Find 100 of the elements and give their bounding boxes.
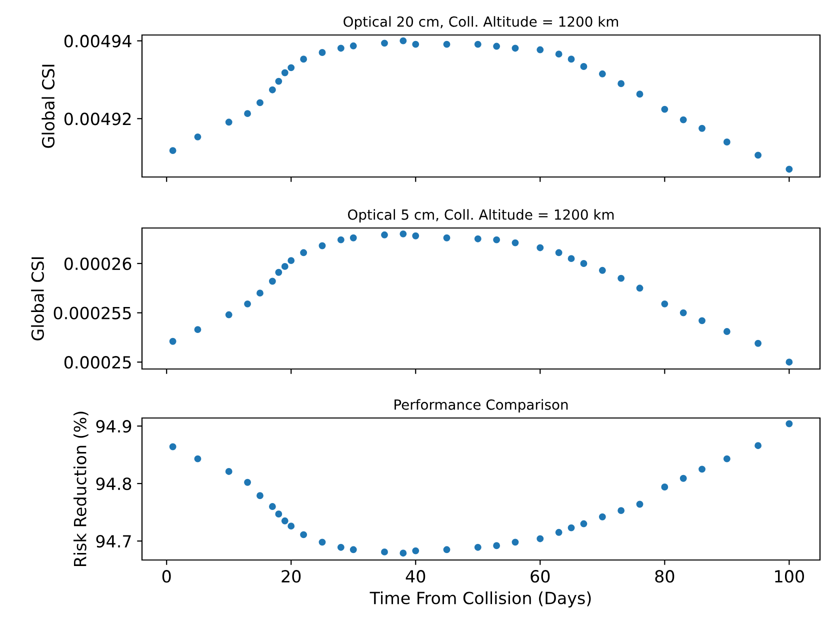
- point: [536, 535, 544, 542]
- point: [225, 468, 232, 475]
- point: [598, 70, 606, 78]
- point: [786, 358, 793, 366]
- x-tick-label: 60: [530, 570, 550, 583]
- point: [244, 478, 251, 486]
- x-axis-title: Time From Collision (Days): [370, 591, 591, 608]
- point: [350, 42, 357, 50]
- point: [636, 90, 644, 98]
- point: [244, 110, 251, 118]
- point: [680, 309, 687, 316]
- point: [300, 56, 308, 63]
- point: [568, 255, 575, 262]
- point: [636, 284, 644, 292]
- point: [268, 278, 276, 285]
- point: [754, 340, 762, 347]
- point: [443, 546, 450, 554]
- point: [412, 547, 420, 554]
- point: [443, 40, 450, 48]
- chart-title: Optical 20 cm, Coll. Altitude = 1200 km: [344, 16, 618, 30]
- point: [281, 517, 288, 524]
- point: [723, 455, 730, 462]
- point: [350, 546, 357, 554]
- point: [350, 234, 357, 242]
- point: [474, 40, 482, 48]
- point: [256, 99, 264, 106]
- point: [512, 44, 519, 52]
- point: [288, 257, 295, 264]
- point: [225, 311, 232, 318]
- point: [400, 550, 407, 557]
- point: [275, 268, 282, 276]
- point: [698, 466, 706, 473]
- point: [754, 152, 762, 159]
- point: [169, 147, 176, 154]
- point: [512, 538, 519, 546]
- point: [268, 86, 276, 94]
- point: [568, 56, 575, 63]
- point: [680, 474, 687, 482]
- point: [256, 290, 264, 297]
- point: [493, 42, 500, 50]
- point: [169, 338, 176, 345]
- point: [580, 260, 588, 267]
- point: [661, 300, 668, 308]
- point: [443, 234, 450, 242]
- point: [536, 244, 544, 252]
- point: [698, 317, 706, 324]
- y-tick-label: 94.9: [96, 420, 132, 433]
- y-tick-label: 0.00025: [64, 356, 131, 369]
- point: [337, 44, 344, 52]
- chart-title: Optical 5 cm, Coll. Altitude = 1200 km: [348, 209, 614, 223]
- chart-title: Performance Comparison: [394, 399, 568, 413]
- point: [512, 239, 519, 246]
- point: [580, 520, 588, 528]
- point: [337, 544, 344, 551]
- x-tick-label: 100: [775, 570, 804, 583]
- point: [318, 49, 326, 56]
- point: [474, 235, 482, 242]
- y-tick-label: 94.8: [96, 478, 132, 490]
- point: [169, 443, 176, 450]
- point: [381, 40, 388, 47]
- y-axis-title: Global CSI: [42, 64, 55, 148]
- point: [268, 503, 276, 510]
- point: [288, 64, 295, 72]
- point: [225, 118, 232, 126]
- point: [300, 249, 308, 256]
- y-tick-label: 0.00494: [64, 34, 132, 48]
- point: [300, 531, 308, 538]
- point: [680, 116, 687, 124]
- point: [194, 455, 202, 462]
- point: [618, 274, 625, 282]
- point: [555, 249, 562, 256]
- point: [288, 522, 295, 530]
- point: [318, 242, 326, 250]
- point: [555, 50, 562, 58]
- point: [598, 513, 606, 520]
- point: [661, 106, 668, 113]
- point: [786, 166, 793, 173]
- point: [194, 133, 202, 140]
- point: [661, 484, 668, 490]
- point: [536, 46, 544, 54]
- point: [555, 528, 562, 536]
- point: [580, 63, 588, 70]
- y-axis-title: Global CSI: [31, 257, 44, 340]
- point: [318, 538, 326, 546]
- point: [400, 230, 407, 238]
- point: [412, 40, 420, 48]
- point: [281, 262, 288, 270]
- point: [275, 78, 282, 85]
- point: [256, 492, 264, 500]
- point: [723, 328, 730, 336]
- point: [754, 442, 762, 450]
- point: [598, 266, 606, 274]
- point: [381, 231, 388, 238]
- point: [493, 542, 500, 550]
- point: [194, 326, 202, 334]
- point: [381, 548, 388, 556]
- point: [723, 138, 730, 146]
- point: [281, 69, 288, 76]
- x-tick-label: 40: [406, 570, 426, 583]
- y-tick-label: 94.7: [96, 534, 131, 548]
